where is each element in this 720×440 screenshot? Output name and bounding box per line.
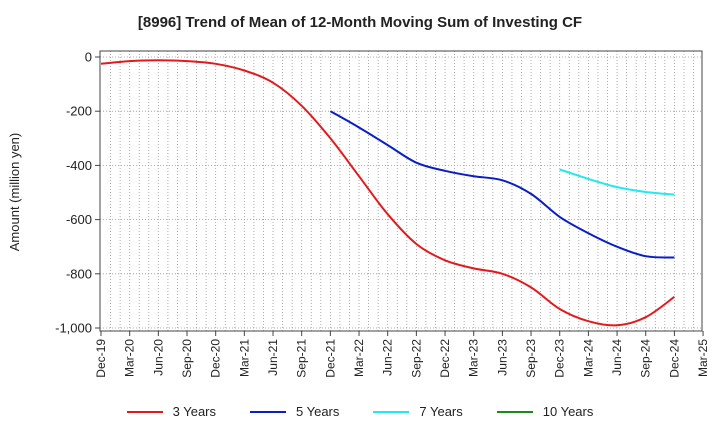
x-tick-label: Jun-21 bbox=[266, 339, 280, 376]
y-axis-label: Amount (million yen) bbox=[7, 133, 22, 252]
legend-swatch bbox=[250, 410, 286, 413]
y-tick-label: -200 bbox=[66, 104, 92, 119]
legend-label: 10 Years bbox=[542, 404, 594, 419]
y-tick-label: 0 bbox=[85, 50, 92, 65]
legend-item-7-years: 7 Years bbox=[373, 404, 463, 419]
legend-label: 5 Years bbox=[296, 404, 340, 419]
legend-label: 3 Years bbox=[172, 404, 216, 419]
x-tick-label: Mar-22 bbox=[352, 339, 366, 377]
x-tick-label: Jun-23 bbox=[495, 339, 509, 376]
series-layer bbox=[100, 59, 675, 327]
x-axis: Dec-19 Mar-20 Jun-20 Sep-20 Dec-20 Mar-21 Jun-… bbox=[94, 331, 710, 378]
grid bbox=[100, 51, 702, 331]
x-tick-label: Mar-21 bbox=[237, 339, 251, 377]
x-tick-label: Mar-20 bbox=[123, 339, 137, 377]
x-tick-label: Dec-22 bbox=[438, 339, 452, 378]
x-tick-label: Mar-25 bbox=[696, 339, 710, 377]
legend-item-5-years: 5 Years bbox=[250, 404, 339, 419]
x-tick-label: Dec-20 bbox=[209, 339, 223, 378]
x-tick-label: Sep-20 bbox=[180, 339, 194, 378]
plot-frame bbox=[99, 50, 703, 332]
x-tick-label: Dec-19 bbox=[94, 339, 108, 378]
x-tick-label: Sep-23 bbox=[524, 339, 538, 378]
chart-title: [8996] Trend of Mean of 12-Month Moving … bbox=[137, 14, 583, 31]
legend-swatch bbox=[496, 410, 533, 413]
y-tick-label: -600 bbox=[66, 212, 92, 227]
x-tick-label: Dec-21 bbox=[323, 339, 337, 378]
legend-label: 7 Years bbox=[419, 404, 463, 419]
series-line-5-years bbox=[329, 110, 675, 259]
x-tick-label: Jun-20 bbox=[151, 339, 165, 376]
x-tick-label: Sep-22 bbox=[409, 339, 423, 378]
series-line-3-years bbox=[100, 59, 675, 327]
x-tick-label: Sep-24 bbox=[639, 339, 653, 378]
legend: 3 Years 5 Years 7 Years 10 Years bbox=[0, 404, 720, 419]
legend-swatch bbox=[373, 410, 410, 413]
y-axis: 0 -200 -400 -600 -800 -1,000 bbox=[55, 50, 100, 336]
x-tick-label: Mar-23 bbox=[467, 339, 481, 377]
x-tick-label: Sep-21 bbox=[295, 339, 309, 378]
x-tick-label: Dec-24 bbox=[667, 339, 681, 378]
x-tick-label: Jun-24 bbox=[610, 339, 624, 376]
y-tick-label: -1,000 bbox=[55, 321, 92, 336]
x-tick-label: Mar-24 bbox=[581, 339, 595, 377]
y-tick-label: -800 bbox=[66, 266, 92, 281]
y-tick-label: -400 bbox=[66, 158, 92, 173]
legend-item-3-years: 3 Years bbox=[126, 404, 216, 419]
series-line-7-years bbox=[559, 168, 675, 196]
x-tick-label: Dec-23 bbox=[553, 339, 567, 378]
legend-swatch bbox=[126, 410, 163, 413]
x-tick-label: Jun-22 bbox=[381, 339, 395, 376]
legend-item-10-years: 10 Years bbox=[496, 404, 594, 419]
